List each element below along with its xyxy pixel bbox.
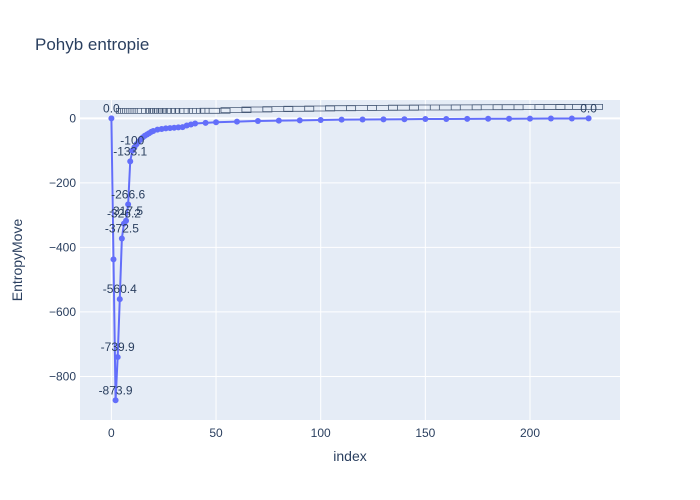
x-tick-label: 50 bbox=[209, 426, 223, 440]
data-label: -560.4 bbox=[103, 282, 137, 296]
y-tick-label: −200 bbox=[49, 176, 76, 190]
x-tick-label: 200 bbox=[520, 426, 540, 440]
data-point bbox=[116, 296, 123, 303]
data-point bbox=[380, 116, 387, 123]
data-point bbox=[114, 354, 121, 361]
x-tick-label: 150 bbox=[415, 426, 435, 440]
data-point bbox=[112, 397, 119, 404]
data-point bbox=[485, 115, 492, 122]
plot-area bbox=[80, 100, 620, 420]
data-point bbox=[585, 115, 592, 122]
data-point bbox=[296, 117, 303, 124]
data-point bbox=[192, 120, 199, 127]
data-point bbox=[108, 115, 115, 122]
data-label: -100 bbox=[120, 134, 144, 148]
data-label: -873.9 bbox=[99, 383, 133, 397]
data-point bbox=[338, 116, 345, 123]
data-label: -266.6 bbox=[111, 187, 145, 201]
x-axis-ticks: 0 50 100 150 200 bbox=[108, 426, 540, 440]
y-tick-label: −800 bbox=[49, 369, 76, 383]
y-tick-label: −600 bbox=[49, 305, 76, 319]
data-point bbox=[233, 118, 240, 125]
data-point bbox=[317, 117, 324, 123]
data-label: 0.0 bbox=[103, 101, 120, 115]
data-point bbox=[123, 217, 130, 224]
data-labels: 0.0 -873.9 -739.9 -560.4 -372.5-326.2-317.5 -… bbox=[99, 101, 598, 397]
x-tick-label: 100 bbox=[311, 426, 331, 440]
data-label: -739.9 bbox=[101, 340, 135, 354]
data-point bbox=[254, 117, 261, 124]
data-point bbox=[401, 116, 408, 123]
y-tick-label: −400 bbox=[49, 240, 76, 254]
data-label: -326.2 bbox=[107, 207, 141, 221]
data-point bbox=[202, 119, 209, 126]
overlapping-label-band bbox=[115, 103, 604, 114]
data-point bbox=[464, 115, 471, 122]
data-label: -317.5 bbox=[109, 204, 143, 218]
data-point bbox=[422, 116, 429, 123]
x-tick-label: 0 bbox=[108, 426, 115, 440]
data-point bbox=[213, 119, 220, 126]
dense-label-band bbox=[115, 103, 604, 114]
data-label: -372.5 bbox=[105, 222, 139, 236]
y-tick-label: 0 bbox=[69, 111, 76, 125]
data-point bbox=[275, 117, 282, 124]
data-point bbox=[118, 235, 125, 242]
data-point bbox=[568, 115, 575, 122]
y-axis-title: EntropyMove bbox=[9, 219, 25, 302]
data-label: 0.0 bbox=[580, 101, 597, 115]
y-axis-ticks: 0 −200 −400 −600 −800 bbox=[49, 111, 76, 383]
data-point bbox=[527, 115, 533, 122]
data-points bbox=[108, 115, 592, 404]
data-point bbox=[110, 256, 117, 263]
data-point bbox=[125, 201, 132, 208]
data-label: -133.1 bbox=[113, 144, 147, 158]
data-point bbox=[443, 115, 450, 122]
data-point bbox=[506, 115, 513, 122]
chart-title: Pohyb entropie bbox=[35, 35, 149, 54]
x-axis-title: index bbox=[333, 448, 366, 464]
data-point bbox=[127, 158, 134, 165]
data-point bbox=[359, 116, 366, 123]
data-point bbox=[547, 115, 554, 122]
grid bbox=[80, 100, 620, 420]
